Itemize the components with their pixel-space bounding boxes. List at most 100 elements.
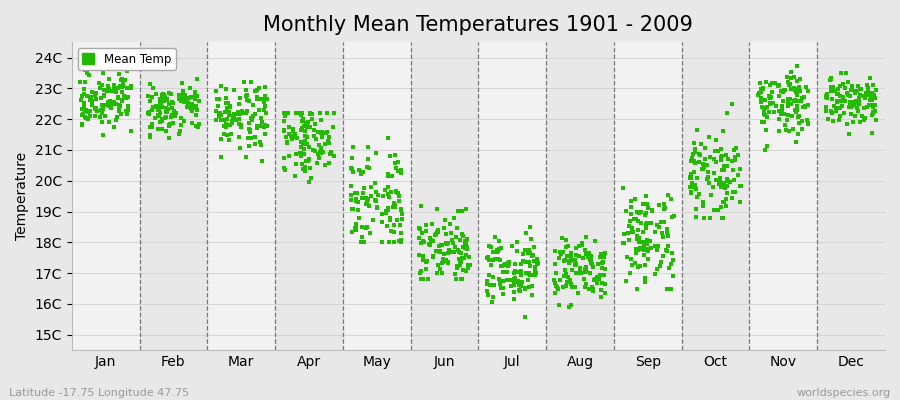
Point bbox=[706, 183, 720, 190]
Point bbox=[298, 138, 312, 144]
Point bbox=[588, 238, 602, 244]
Point bbox=[386, 204, 400, 210]
Point bbox=[840, 90, 854, 96]
Point bbox=[530, 261, 544, 267]
Point bbox=[451, 263, 465, 269]
Point bbox=[524, 272, 538, 278]
Point bbox=[164, 114, 178, 120]
Point bbox=[313, 148, 328, 155]
Point bbox=[658, 204, 672, 211]
Point bbox=[509, 268, 524, 275]
Point bbox=[213, 117, 228, 123]
Point bbox=[162, 122, 176, 128]
Point bbox=[295, 166, 310, 172]
Point bbox=[716, 182, 730, 189]
Point bbox=[514, 268, 528, 274]
Point bbox=[838, 98, 852, 104]
Point bbox=[554, 251, 568, 257]
Point bbox=[382, 193, 396, 200]
Point bbox=[793, 76, 807, 82]
Point bbox=[586, 286, 600, 292]
Point bbox=[92, 80, 106, 86]
Point bbox=[73, 79, 87, 86]
Point bbox=[356, 168, 370, 175]
Point bbox=[788, 107, 803, 114]
Point bbox=[346, 169, 360, 176]
Point bbox=[500, 269, 514, 275]
Point bbox=[788, 138, 803, 145]
Point bbox=[851, 100, 866, 107]
Point bbox=[220, 132, 234, 139]
Point bbox=[633, 263, 647, 269]
Point bbox=[172, 91, 186, 98]
Point bbox=[387, 239, 401, 246]
Point bbox=[618, 277, 633, 284]
Point bbox=[659, 246, 673, 253]
Point bbox=[723, 179, 737, 185]
Point bbox=[112, 102, 126, 109]
Point bbox=[779, 73, 794, 80]
Point bbox=[418, 222, 433, 228]
Point bbox=[95, 119, 110, 126]
Point bbox=[712, 180, 726, 187]
Point bbox=[792, 113, 806, 119]
Point bbox=[213, 110, 228, 116]
Point bbox=[148, 115, 162, 121]
Point bbox=[652, 202, 666, 208]
Point bbox=[229, 116, 243, 123]
Point bbox=[159, 96, 174, 102]
Point bbox=[419, 259, 434, 266]
Point bbox=[763, 94, 778, 100]
Point bbox=[374, 239, 389, 246]
Point bbox=[379, 210, 393, 217]
Point bbox=[559, 244, 573, 250]
Point bbox=[523, 263, 537, 269]
Point bbox=[411, 224, 426, 231]
Point bbox=[314, 145, 328, 152]
Point bbox=[833, 83, 848, 89]
Point bbox=[519, 230, 534, 236]
Point bbox=[831, 91, 845, 97]
Point bbox=[453, 259, 467, 265]
Point bbox=[90, 108, 104, 115]
Point bbox=[354, 239, 368, 246]
Point bbox=[149, 103, 164, 109]
Point bbox=[413, 270, 428, 276]
Point bbox=[449, 224, 464, 231]
Point bbox=[115, 98, 130, 104]
Point bbox=[293, 110, 308, 116]
Point bbox=[800, 102, 814, 108]
Point bbox=[548, 290, 562, 296]
Point bbox=[624, 211, 638, 217]
Point bbox=[832, 113, 847, 120]
Point bbox=[835, 81, 850, 87]
Point bbox=[284, 132, 299, 139]
Point bbox=[78, 108, 93, 114]
Point bbox=[716, 199, 730, 206]
Point bbox=[369, 150, 383, 157]
Point bbox=[754, 86, 769, 92]
Point bbox=[825, 118, 840, 124]
Point bbox=[661, 248, 675, 254]
Point bbox=[790, 86, 805, 92]
Point bbox=[326, 124, 340, 130]
Point bbox=[440, 260, 454, 267]
Point bbox=[863, 97, 878, 104]
Point bbox=[633, 245, 647, 252]
Point bbox=[82, 72, 96, 78]
Point bbox=[101, 99, 115, 105]
Point bbox=[114, 97, 129, 104]
Point bbox=[648, 243, 662, 249]
Point bbox=[630, 285, 644, 292]
Bar bbox=[681, 42, 750, 350]
Point bbox=[486, 249, 500, 255]
Point bbox=[688, 214, 703, 220]
Point bbox=[250, 124, 265, 131]
Point bbox=[765, 100, 779, 107]
Point bbox=[578, 266, 592, 272]
Point bbox=[823, 76, 837, 83]
Point bbox=[445, 237, 459, 243]
Point bbox=[661, 232, 675, 239]
Point bbox=[166, 100, 180, 106]
Bar bbox=[410, 42, 479, 350]
